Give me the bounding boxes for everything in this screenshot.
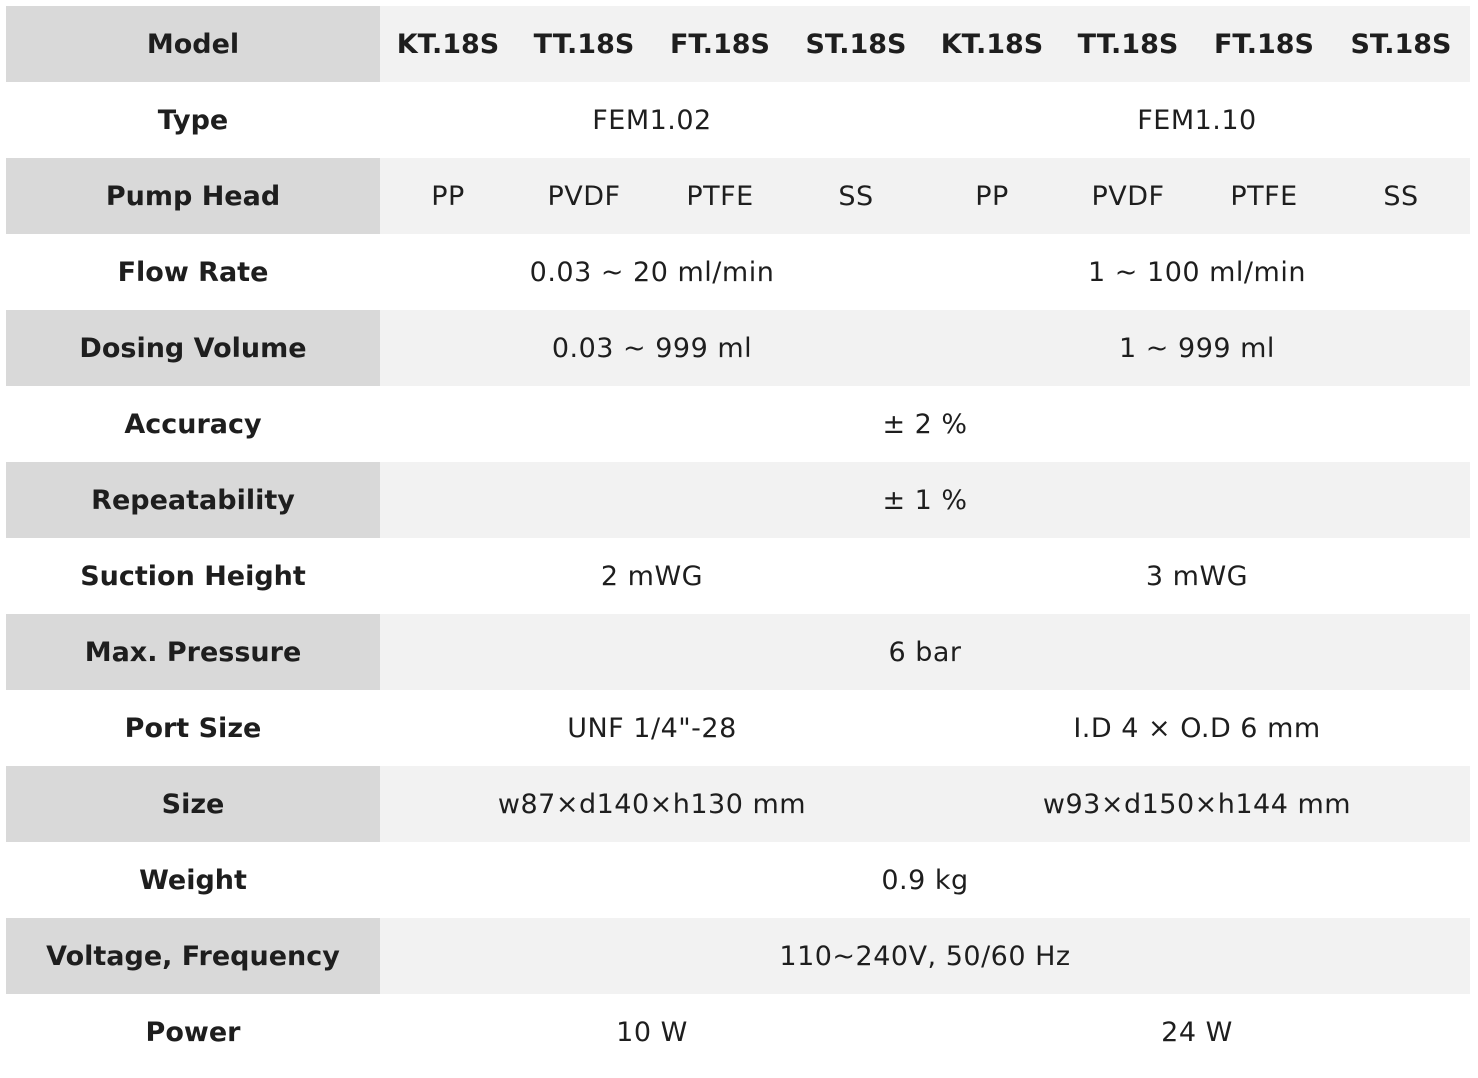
- pump-head-cell: SS: [788, 158, 924, 234]
- model-cell: KT.18S: [924, 6, 1060, 82]
- pump-head-cell: SS: [1332, 158, 1470, 234]
- model-cell: KT.18S: [380, 6, 516, 82]
- model-cell: ST.18S: [788, 6, 924, 82]
- row-type: Type FEM1.02 FEM1.10: [6, 82, 1470, 158]
- row-label-pump-head: Pump Head: [6, 158, 380, 234]
- port-size-group1-cell: UNF 1/4"-28: [380, 690, 924, 766]
- flow-rate-group2-cell: 1 ~ 100 ml/min: [924, 234, 1470, 310]
- row-label-accuracy: Accuracy: [6, 386, 380, 462]
- row-repeatability: Repeatability ± 1 %: [6, 462, 1470, 538]
- spec-table: Model KT.18S TT.18S FT.18S ST.18S KT.18S…: [6, 6, 1470, 1070]
- pump-head-cell: PP: [924, 158, 1060, 234]
- dosing-volume-group2-cell: 1 ~ 999 ml: [924, 310, 1470, 386]
- power-group2-cell: 24 W: [924, 994, 1470, 1070]
- row-label-voltage-frequency: Voltage, Frequency: [6, 918, 380, 994]
- pump-head-cell: PVDF: [516, 158, 652, 234]
- row-max-pressure: Max. Pressure 6 bar: [6, 614, 1470, 690]
- row-voltage-frequency: Voltage, Frequency 110~240V, 50/60 Hz: [6, 918, 1470, 994]
- row-label-dosing-volume: Dosing Volume: [6, 310, 380, 386]
- model-cell: FT.18S: [652, 6, 788, 82]
- pump-head-cell: PTFE: [1196, 158, 1332, 234]
- row-pump-head: Pump Head PP PVDF PTFE SS PP PVDF PTFE S…: [6, 158, 1470, 234]
- dosing-volume-group1-cell: 0.03 ~ 999 ml: [380, 310, 924, 386]
- row-flow-rate: Flow Rate 0.03 ~ 20 ml/min 1 ~ 100 ml/mi…: [6, 234, 1470, 310]
- model-cell: FT.18S: [1196, 6, 1332, 82]
- row-label-max-pressure: Max. Pressure: [6, 614, 380, 690]
- row-label-suction-height: Suction Height: [6, 538, 380, 614]
- row-label-port-size: Port Size: [6, 690, 380, 766]
- row-suction-height: Suction Height 2 mWG 3 mWG: [6, 538, 1470, 614]
- row-power: Power 10 W 24 W: [6, 994, 1470, 1070]
- accuracy-cell: ± 2 %: [380, 386, 1470, 462]
- model-cell: ST.18S: [1332, 6, 1470, 82]
- weight-cell: 0.9 kg: [380, 842, 1470, 918]
- suction-height-group1-cell: 2 mWG: [380, 538, 924, 614]
- row-size: Size w87×d140×h130 mm w93×d150×h144 mm: [6, 766, 1470, 842]
- port-size-group2-cell: I.D 4 × O.D 6 mm: [924, 690, 1470, 766]
- type-group2-cell: FEM1.10: [924, 82, 1470, 158]
- voltage-frequency-cell: 110~240V, 50/60 Hz: [380, 918, 1470, 994]
- row-label-repeatability: Repeatability: [6, 462, 380, 538]
- model-cell: TT.18S: [516, 6, 652, 82]
- size-group2-cell: w93×d150×h144 mm: [924, 766, 1470, 842]
- row-model: Model KT.18S TT.18S FT.18S ST.18S KT.18S…: [6, 6, 1470, 82]
- row-label-size: Size: [6, 766, 380, 842]
- max-pressure-cell: 6 bar: [380, 614, 1470, 690]
- model-cell: TT.18S: [1060, 6, 1196, 82]
- size-group1-cell: w87×d140×h130 mm: [380, 766, 924, 842]
- row-label-weight: Weight: [6, 842, 380, 918]
- row-accuracy: Accuracy ± 2 %: [6, 386, 1470, 462]
- pump-head-cell: PP: [380, 158, 516, 234]
- row-label-power: Power: [6, 994, 380, 1070]
- suction-height-group2-cell: 3 mWG: [924, 538, 1470, 614]
- type-group1-cell: FEM1.02: [380, 82, 924, 158]
- row-weight: Weight 0.9 kg: [6, 842, 1470, 918]
- row-label-model: Model: [6, 6, 380, 82]
- power-group1-cell: 10 W: [380, 994, 924, 1070]
- pump-head-cell: PVDF: [1060, 158, 1196, 234]
- pump-head-cell: PTFE: [652, 158, 788, 234]
- row-dosing-volume: Dosing Volume 0.03 ~ 999 ml 1 ~ 999 ml: [6, 310, 1470, 386]
- row-label-flow-rate: Flow Rate: [6, 234, 380, 310]
- row-port-size: Port Size UNF 1/4"-28 I.D 4 × O.D 6 mm: [6, 690, 1470, 766]
- row-label-type: Type: [6, 82, 380, 158]
- repeatability-cell: ± 1 %: [380, 462, 1470, 538]
- flow-rate-group1-cell: 0.03 ~ 20 ml/min: [380, 234, 924, 310]
